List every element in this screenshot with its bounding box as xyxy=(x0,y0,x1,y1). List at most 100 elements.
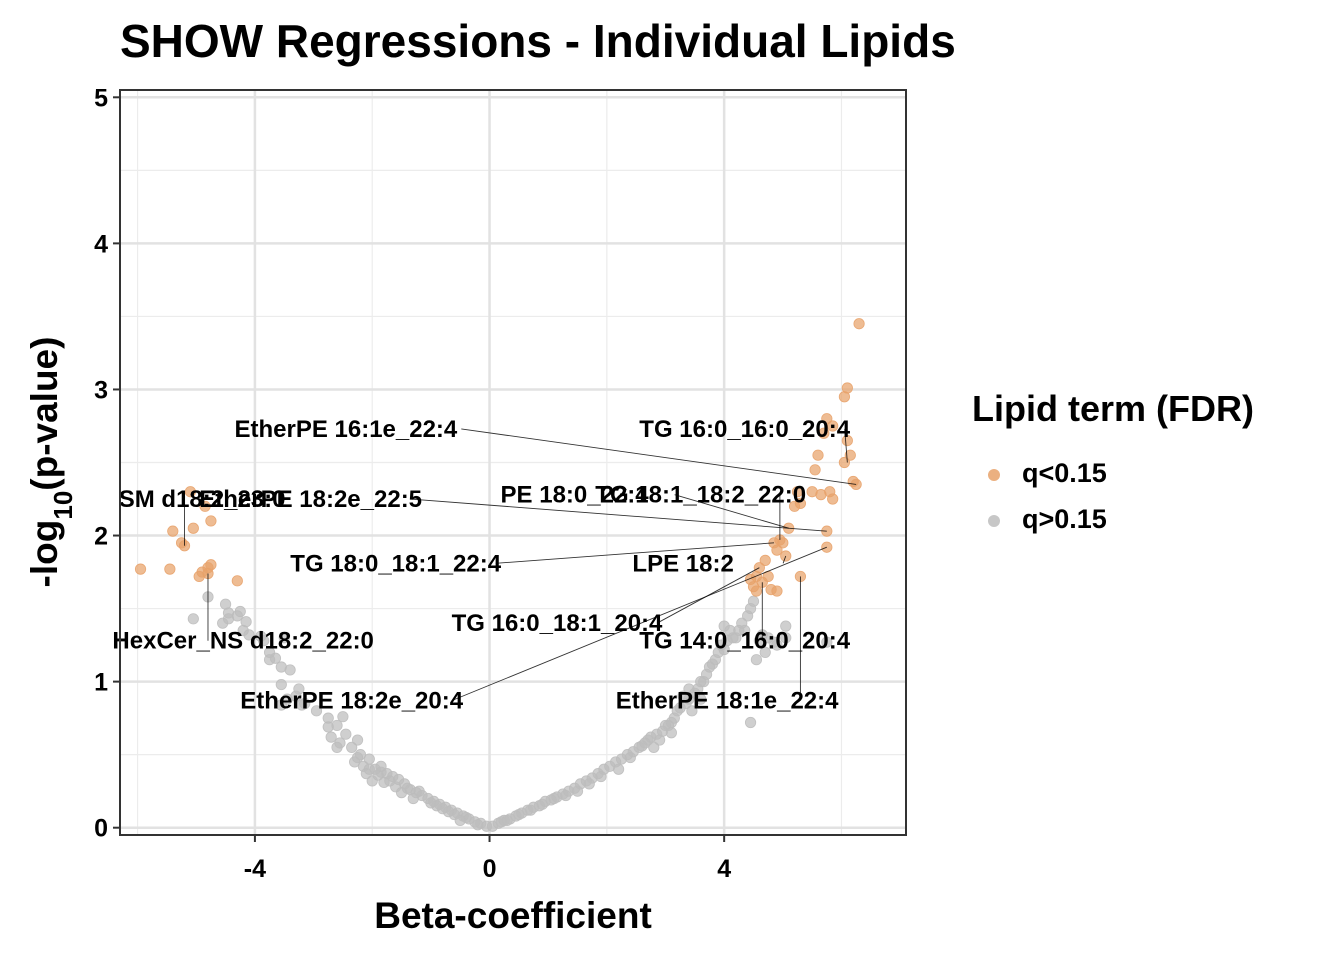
y-tick-label: 2 xyxy=(94,523,108,551)
nonsignificant-point xyxy=(263,654,276,666)
nonsignificant-point xyxy=(683,683,695,695)
nonsignificant-point xyxy=(284,664,296,676)
nonsignificant-point xyxy=(395,787,408,799)
significant-point xyxy=(812,449,824,461)
significant-point xyxy=(759,554,771,566)
point-label: LPE 18:2 xyxy=(632,550,733,577)
y-tick-label: 1 xyxy=(94,669,108,697)
y-tick-label: 0 xyxy=(94,815,108,843)
nonsignificant-point xyxy=(750,654,763,666)
y-tick-label: 4 xyxy=(94,230,108,258)
x-tick-label: 0 xyxy=(483,855,497,883)
point-label: SM d18:2_23:0 xyxy=(119,486,286,513)
nonsignificant-point xyxy=(759,646,771,659)
nonsignificant-point xyxy=(548,792,560,805)
significant-point xyxy=(199,500,211,512)
nonsignificant-point xyxy=(351,751,364,764)
nonsignificant-point xyxy=(442,806,455,818)
nonsignificant-point xyxy=(730,632,742,644)
significant-point xyxy=(205,515,217,527)
nonsignificant-point xyxy=(595,770,607,783)
nonsignificant-point xyxy=(346,741,358,753)
nonsignificant-point xyxy=(695,676,707,688)
legend-key-q-high xyxy=(988,514,1000,527)
significant-point xyxy=(809,464,821,476)
point-label: TG 16:0_18:1_20:4 xyxy=(452,610,663,637)
nonsignificant-point xyxy=(747,595,760,607)
leader-line xyxy=(451,546,827,702)
significant-point xyxy=(838,391,851,403)
significant-point xyxy=(827,493,839,505)
point-label: EtherPE 16:1e_22:4 xyxy=(234,416,457,443)
legend-label-q-low: q<0.15 xyxy=(1022,458,1107,488)
leader-line xyxy=(495,542,775,564)
significant-point xyxy=(791,486,804,498)
x-axis-ticks: -4 0 4 xyxy=(244,835,731,883)
nonsignificant-point xyxy=(771,639,783,651)
point-label: EtherPE 18:2e_20:4 xyxy=(240,688,463,715)
nonsignificant-point xyxy=(378,776,390,789)
nonsignificant-point xyxy=(744,716,757,729)
significant-point xyxy=(187,522,199,534)
point-label: TG 18:0_18:1_22:4 xyxy=(290,550,501,577)
significant-point xyxy=(844,449,856,461)
point-label: EtherPE 18:1e_22:4 xyxy=(616,688,839,715)
nonsignificant-point xyxy=(686,705,698,717)
nonsignificant-point xyxy=(360,768,372,780)
nonsignificant-point xyxy=(275,678,287,691)
panel-border xyxy=(119,89,907,836)
nonsignificant-point xyxy=(762,632,774,644)
significant-point xyxy=(771,544,783,556)
nonsignificant-point xyxy=(187,613,199,625)
nonsignificant-point xyxy=(375,760,387,772)
nonsignificant-point xyxy=(583,778,595,790)
significant-point xyxy=(750,585,763,597)
point-label: EtherPE 18:2e_22:5 xyxy=(199,486,422,513)
y-axis-title: -log10(p-value) xyxy=(24,337,78,588)
legend: Lipid term (FDR) q<0.15 q>0.15 xyxy=(972,388,1254,534)
nonsignificant-point xyxy=(524,804,537,816)
significant-point xyxy=(771,585,783,597)
leader-line xyxy=(410,498,827,532)
nonsignificant-point xyxy=(718,643,730,656)
significant-point xyxy=(134,563,147,575)
nonsignificant-point xyxy=(639,737,651,749)
leader-line xyxy=(674,494,789,529)
nonsignificant-point xyxy=(654,734,666,746)
legend-item-q-high: q>0.15 xyxy=(972,502,1107,536)
nonsignificant-point xyxy=(612,763,625,775)
nonsignificant-point xyxy=(677,690,689,702)
nonsignificant-point xyxy=(322,721,334,733)
data-points xyxy=(134,318,865,832)
nonsignificant-point xyxy=(821,636,833,648)
nonsignificant-point xyxy=(363,753,375,765)
point-label: TG 18:1_18:2_22:0 xyxy=(595,482,806,509)
nonsignificant-point xyxy=(495,816,507,828)
nonsignificant-point xyxy=(454,814,466,826)
significant-point xyxy=(841,434,853,447)
nonsignificant-point xyxy=(258,635,270,647)
legend-key-q-low xyxy=(988,468,1000,481)
significant-point xyxy=(164,563,176,575)
nonsignificant-point xyxy=(217,617,229,629)
nonsignificant-point xyxy=(780,632,792,644)
legend-title: Lipid term (FDR) xyxy=(972,388,1254,429)
nonsignificant-point xyxy=(706,658,719,670)
nonsignificant-point xyxy=(413,785,425,797)
grid-minor xyxy=(120,90,906,835)
significant-point xyxy=(184,486,196,498)
nonsignificant-point xyxy=(340,728,352,740)
y-tick-label: 3 xyxy=(94,376,108,404)
leader-line xyxy=(461,428,857,485)
nonsignificant-point xyxy=(780,620,792,632)
nonsignificant-point xyxy=(624,751,636,764)
x-tick-label: -4 xyxy=(244,855,266,883)
nonsignificant-point xyxy=(237,624,249,637)
significant-point xyxy=(815,489,827,501)
nonsignificant-point xyxy=(407,792,419,805)
label-leader-lines xyxy=(184,428,857,702)
chart-title: SHOW Regressions - Individual Lipids xyxy=(120,15,956,67)
significant-point xyxy=(788,500,801,512)
nonsignificant-point xyxy=(278,632,290,644)
point-label: PE 18:0_22:4 xyxy=(501,482,650,509)
